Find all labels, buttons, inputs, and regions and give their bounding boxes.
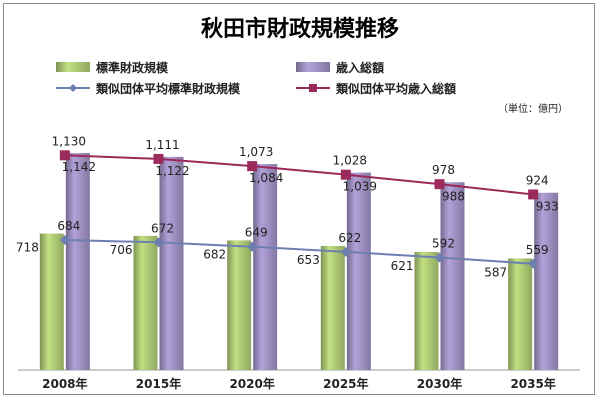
bar-value-label: 988 [442,189,465,203]
chart-title: 秋田市財政規模推移 [201,16,399,42]
x-tick-label: 2020年 [229,376,274,391]
line-value-label: 622 [338,231,361,245]
legend-label: 類似団体平均歳入総額 [335,81,456,96]
line-value-label: 649 [245,226,268,240]
unit-label: （単位：億円） [498,102,568,115]
line-point-square [59,150,70,161]
bar-value-label: 1,039 [343,180,377,194]
bar-value-label: 1,084 [249,171,283,185]
line-point-square [247,161,258,172]
legend-marker-square [309,84,317,92]
bar-standard-fiscal-scale [508,258,533,370]
line-similar-avg-standard-fiscal-scale [64,239,534,265]
line-point-diamond [434,252,445,263]
line-point-diamond [247,241,258,252]
bar-value-label: 706 [110,243,133,257]
x-tick-label: 2025年 [323,376,368,391]
bar-value-label: 621 [391,259,414,273]
line-value-label: 978 [432,163,455,177]
bar-standard-fiscal-scale [414,252,439,370]
line-value-label: 1,130 [52,134,86,148]
bar-standard-fiscal-scale [133,235,158,370]
legend-label: 標準財政規模 [96,60,169,75]
x-tick-label: 2035年 [510,376,555,391]
legend-swatch-bar [56,62,90,72]
bar-standard-fiscal-scale [39,233,64,370]
line-point-diamond [153,237,164,248]
x-tick-label: 2008年 [42,376,87,391]
line-value-label: 559 [526,243,549,257]
line-point-square [340,169,351,180]
bar-value-label: 933 [536,200,559,214]
line-value-label: 1,028 [333,154,367,168]
bar-total-revenue [65,153,90,370]
bar-total-revenue [159,156,184,370]
bar-total-revenue [534,192,559,370]
line-similar-avg-total-revenue [64,154,534,196]
plot-area: 2008年 2015年 2020年 2025年 2030年 2035年 718 706 682 6… [16,134,580,391]
bar-value-label: 682 [203,247,226,261]
bar-total-revenue [346,172,371,370]
legend-swatch-bar [296,62,330,72]
line-value-label: 1,073 [239,145,273,159]
line-value-label: 592 [432,237,455,251]
bar-value-label: 718 [16,241,39,255]
bar-standard-fiscal-scale [227,240,252,370]
line-value-label: 924 [526,173,549,187]
line-value-label: 672 [151,221,174,235]
bar-value-label: 587 [484,265,507,279]
bar-value-label: 653 [297,253,320,267]
legend-marker-diamond [69,84,77,92]
bar-value-label: 1,142 [62,160,96,174]
line-point-square [153,153,164,164]
line-point-square [528,189,539,200]
line-value-label: 684 [57,219,80,233]
line-value-label: 1,111 [145,138,179,152]
bar-value-label: 1,122 [155,164,189,178]
line-point-square [434,179,445,190]
bar-standard-fiscal-scale [320,245,345,370]
x-tick-label: 2015年 [136,376,181,391]
x-tick-label: 2030年 [417,376,462,391]
legend-label: 類似団体平均標準財政規模 [95,81,241,96]
legend-label: 歳入総額 [336,60,384,75]
bar-total-revenue [440,182,465,370]
line-point-diamond [528,258,539,269]
bar-total-revenue [253,164,278,370]
line-point-diamond [59,235,70,246]
line-point-diamond [340,246,351,257]
